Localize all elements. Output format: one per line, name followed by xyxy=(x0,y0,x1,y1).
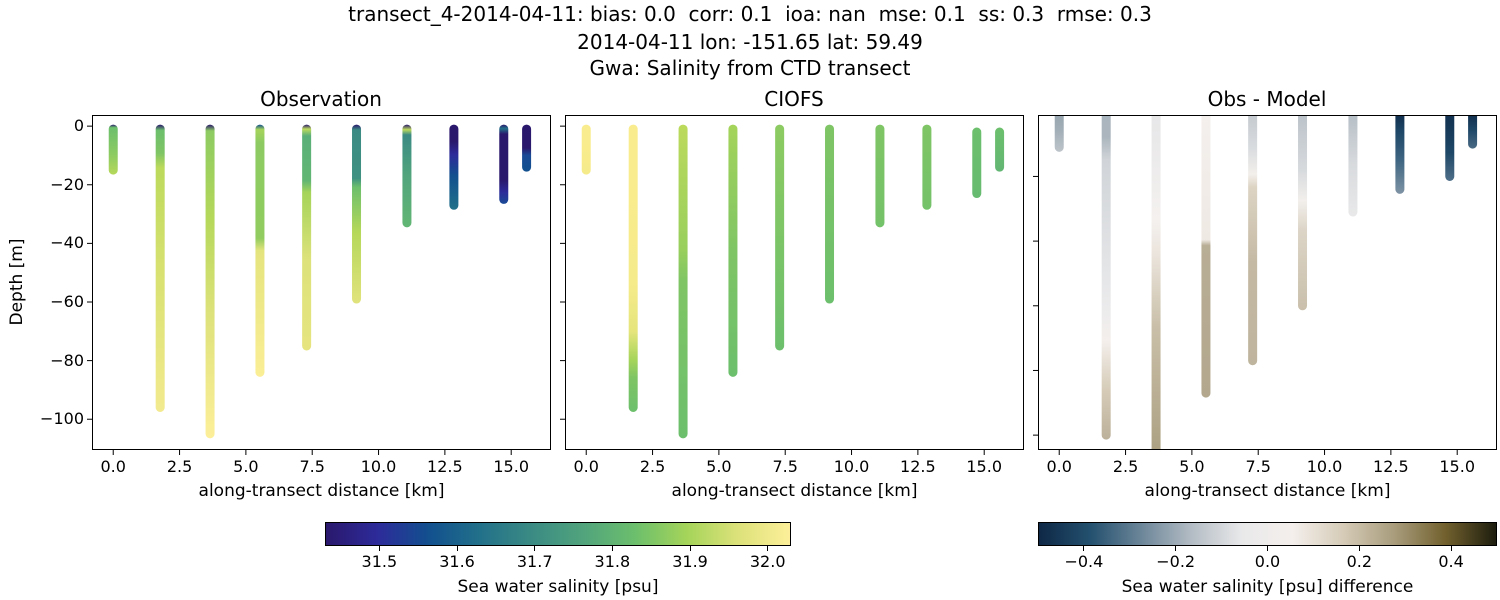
obs-minus-model-axes xyxy=(1038,115,1497,450)
colorbar-tick-mark xyxy=(1083,546,1085,551)
x-tick-label: 0.0 xyxy=(573,457,599,476)
cast-profile xyxy=(205,124,215,439)
colorbar-tick-label: 31.5 xyxy=(361,552,398,571)
cast-profile xyxy=(775,124,785,351)
cast-profile xyxy=(1468,116,1478,149)
cast-profile xyxy=(255,124,265,377)
x-tick-label: 15.0 xyxy=(493,457,529,476)
x-tick-label: 2.5 xyxy=(1112,457,1139,476)
colorbar-tick-mark xyxy=(534,546,536,551)
cast-profile xyxy=(155,124,165,413)
colorbar-tick-label: −0.4 xyxy=(1064,552,1104,571)
x-tick-label: 5.0 xyxy=(1179,457,1205,476)
colorbar-tick-label: 31.7 xyxy=(516,552,553,571)
cast-profile xyxy=(402,124,412,228)
x-tick-label: 5.0 xyxy=(233,457,259,476)
cast-profile xyxy=(581,124,591,175)
colorbar-tick-mark xyxy=(378,546,380,551)
panel-title-observation: Observation xyxy=(260,87,382,111)
casts-0 xyxy=(108,124,532,439)
x-tick-label: 12.5 xyxy=(427,457,463,476)
cast-profile xyxy=(1395,116,1405,194)
cast-profile xyxy=(1054,116,1064,152)
y-tick-label: 0 xyxy=(73,116,84,136)
y-tick-label: −80 xyxy=(50,350,84,370)
figure-title-line2: 2014-04-11 lon: -151.65 lat: 59.49 xyxy=(577,30,923,54)
x-tick-label: 15.0 xyxy=(1439,457,1475,476)
x-tick-label: 15.0 xyxy=(966,457,1002,476)
cast-profile xyxy=(499,124,509,204)
cast-profile xyxy=(1151,116,1161,449)
cast-profile xyxy=(628,124,638,413)
cast-profile xyxy=(1101,116,1111,440)
cast-profile xyxy=(728,124,738,377)
x-tick-label: 0.0 xyxy=(100,457,126,476)
colorbar-tick-mark xyxy=(767,546,769,551)
x-tick-label: 2.5 xyxy=(639,457,666,476)
observation-axes xyxy=(92,115,551,450)
x-axis-label-ciofs: along-transect distance [km] xyxy=(671,481,918,501)
cast-profile xyxy=(522,124,532,172)
cast-profile xyxy=(825,124,835,304)
cast-profile xyxy=(1248,116,1258,366)
difference-colorbar xyxy=(1038,522,1497,546)
cast-profile xyxy=(922,124,932,210)
colorbar-tick-label: 0.2 xyxy=(1346,552,1373,571)
y-tick-label: −20 xyxy=(50,174,84,194)
casts-1 xyxy=(581,124,1005,439)
x-tick-label: 2.5 xyxy=(166,457,193,476)
colorbar-tick-mark xyxy=(1358,546,1360,551)
cast-profile xyxy=(1348,116,1358,217)
x-tick-label: 10.0 xyxy=(1306,457,1343,476)
difference-colorbar-label: Sea water salinity [psu] difference xyxy=(1121,577,1414,597)
x-tick-label: 12.5 xyxy=(900,457,936,476)
panel-title-obs-minus-model: Obs - Model xyxy=(1207,87,1327,111)
x-tick-label: 7.5 xyxy=(299,457,325,476)
cast-profile xyxy=(108,124,118,175)
x-tick-label: 12.5 xyxy=(1373,457,1409,476)
figure-title-line1: transect_4-2014-04-11: bias: 0.0 corr: 0… xyxy=(348,2,1152,26)
colorbar-tick-mark xyxy=(1450,546,1452,551)
figure-title-line3: Gwa: Salinity from CTD transect xyxy=(589,56,911,80)
y-tick-label: −60 xyxy=(50,291,84,311)
cast-profile xyxy=(302,124,312,351)
colorbar-tick-mark xyxy=(611,546,613,551)
y-tick-label: −100 xyxy=(40,409,84,429)
salinity-colorbar xyxy=(325,522,791,546)
cast-profile xyxy=(1201,116,1211,398)
y-tick-label: −40 xyxy=(50,233,84,253)
colorbar-tick-label: 31.6 xyxy=(439,552,475,571)
casts-2 xyxy=(1054,116,1478,449)
cast-profile xyxy=(1445,116,1455,181)
cast-profile xyxy=(352,124,362,304)
colorbar-tick-label: −0.2 xyxy=(1156,552,1196,571)
cast-profile xyxy=(1298,116,1308,311)
colorbar-tick-label: 32.0 xyxy=(749,552,786,571)
panel-title-ciofs: CIOFS xyxy=(764,87,824,111)
colorbar-tick-mark xyxy=(689,546,691,551)
ciofs-axes xyxy=(565,115,1024,450)
x-tick-label: 7.5 xyxy=(1245,457,1271,476)
colorbar-tick-mark xyxy=(456,546,458,551)
colorbar-tick-label: 0.0 xyxy=(1254,552,1281,571)
cast-profile xyxy=(449,124,459,210)
x-axis-label-obs-minus-model: along-transect distance [km] xyxy=(1144,481,1391,501)
x-tick-label: 7.5 xyxy=(772,457,798,476)
x-tick-label: 10.0 xyxy=(833,457,870,476)
cast-profile xyxy=(995,127,1005,172)
cast-profile xyxy=(678,124,688,439)
x-tick-label: 10.0 xyxy=(360,457,397,476)
cast-profile xyxy=(972,127,982,199)
salinity-colorbar-label: Sea water salinity [psu] xyxy=(457,577,659,597)
colorbar-tick-mark xyxy=(1175,546,1177,551)
x-tick-label: 0.0 xyxy=(1046,457,1072,476)
x-tick-label: 5.0 xyxy=(706,457,732,476)
x-axis-label-observation: along-transect distance [km] xyxy=(198,481,445,501)
colorbar-tick-mark xyxy=(1267,546,1268,551)
cast-profile xyxy=(875,124,885,228)
colorbar-tick-label: 0.4 xyxy=(1438,552,1464,571)
colorbar-tick-label: 31.9 xyxy=(672,552,708,571)
colorbar-tick-label: 31.8 xyxy=(594,552,631,571)
